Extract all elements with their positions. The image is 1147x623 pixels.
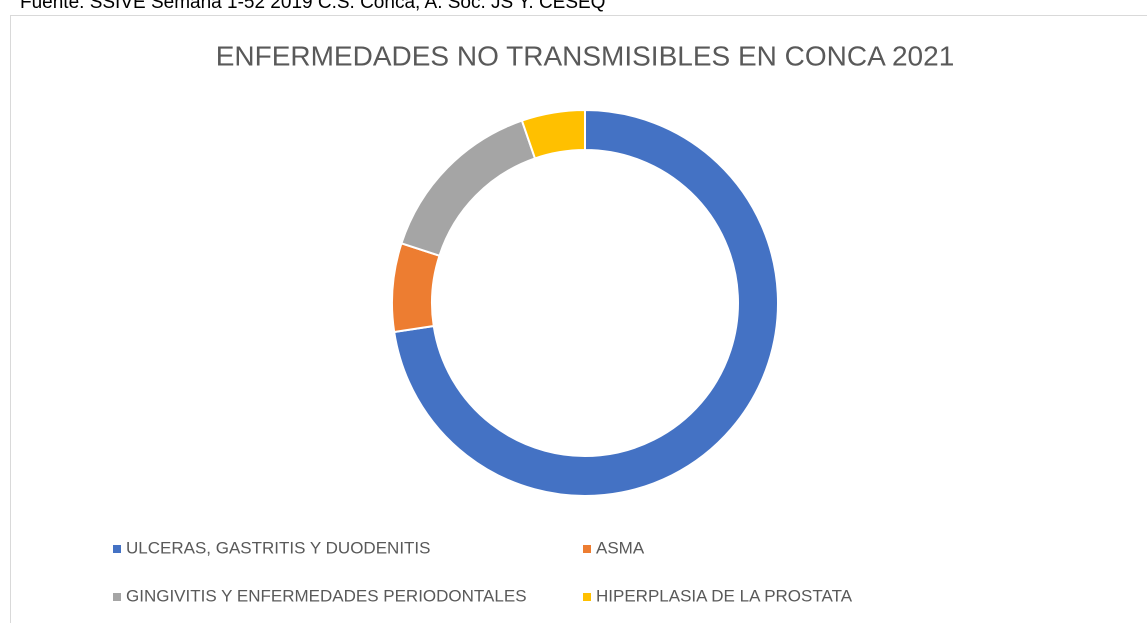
legend-label: ASMA [596, 538, 645, 557]
chart-border [10, 15, 1147, 623]
donut-segment [400, 119, 537, 257]
donut-segment [520, 108, 586, 160]
donut-segment [393, 108, 779, 497]
legend-label: ULCERAS, GASTRITIS Y DUODENITIS [126, 538, 431, 557]
legend-marker [113, 545, 121, 553]
source-note: Fuente: SSIVE Semana 1-52 2019 C.S. Conc… [20, 0, 605, 13]
donut-segment [391, 242, 441, 334]
chart-title: ENFERMEDADES NO TRANSMISIBLES EN CONCA 2… [216, 40, 955, 71]
legend-marker [583, 593, 591, 601]
legend-label: GINGIVITIS Y ENFERMEDADES PERIODONTALES [126, 586, 527, 605]
legend-marker [583, 545, 591, 553]
legend-label: HIPERPLASIA DE LA PROSTATA [596, 586, 853, 605]
legend-marker [113, 593, 121, 601]
